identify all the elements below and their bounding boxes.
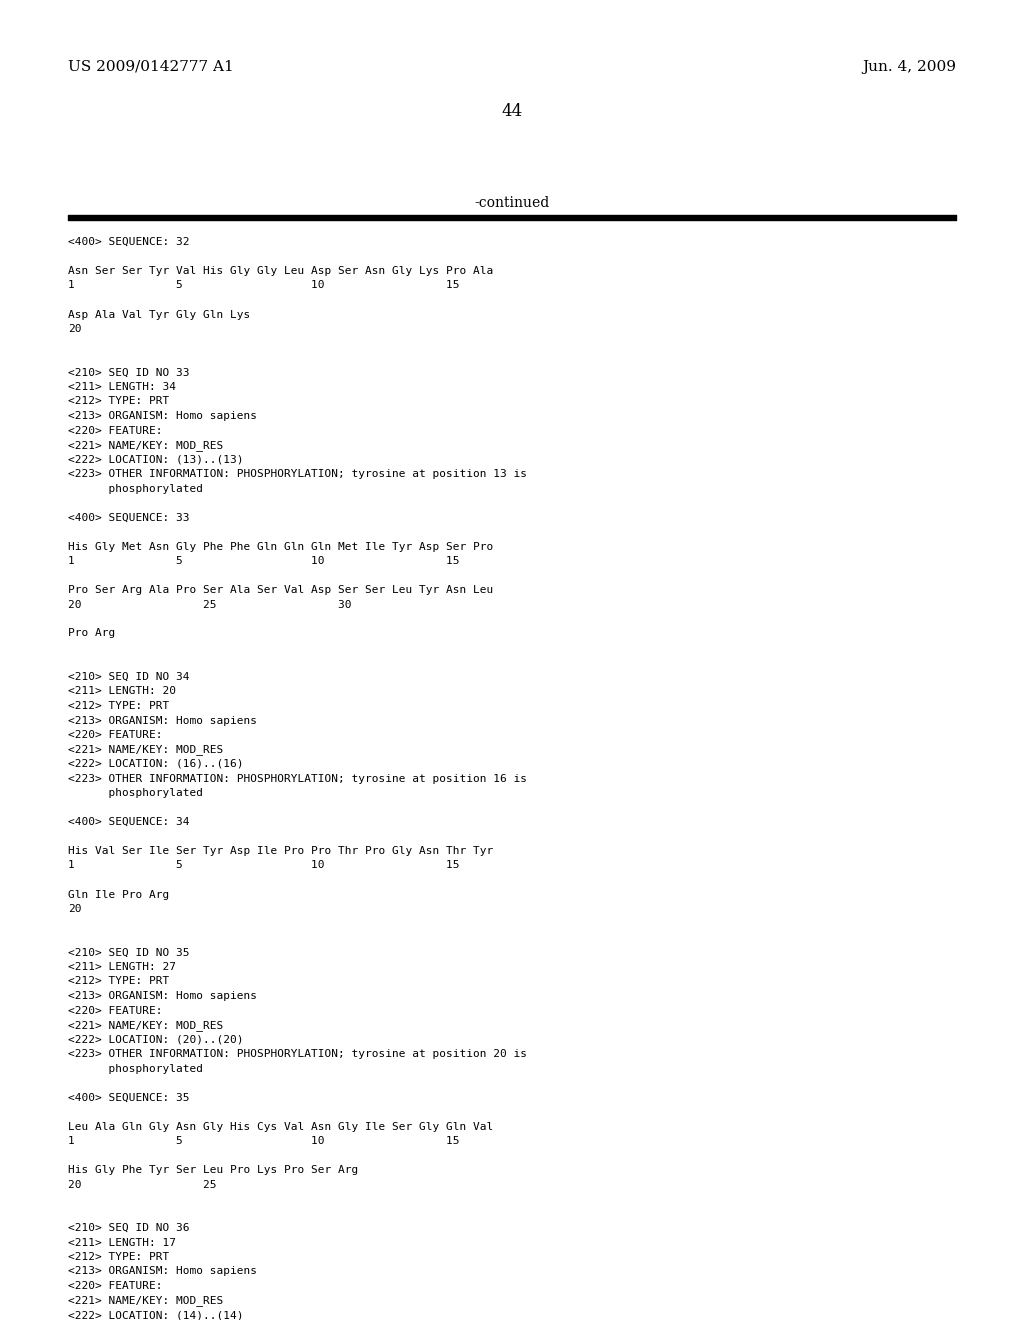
Text: <212> TYPE: PRT: <212> TYPE: PRT [68,1251,169,1262]
Text: phosphorylated: phosphorylated [68,788,203,799]
Text: <221> NAME/KEY: MOD_RES: <221> NAME/KEY: MOD_RES [68,744,223,755]
Text: 20: 20 [68,323,82,334]
Text: <211> LENGTH: 27: <211> LENGTH: 27 [68,962,176,972]
Text: <222> LOCATION: (13)..(13): <222> LOCATION: (13)..(13) [68,454,244,465]
Text: <212> TYPE: PRT: <212> TYPE: PRT [68,977,169,986]
Text: 1               5                   10                  15: 1 5 10 15 [68,281,460,290]
Text: <212> TYPE: PRT: <212> TYPE: PRT [68,396,169,407]
Text: <400> SEQUENCE: 34: <400> SEQUENCE: 34 [68,817,189,828]
Text: <222> LOCATION: (20)..(20): <222> LOCATION: (20)..(20) [68,1035,244,1044]
Text: 1               5                   10                  15: 1 5 10 15 [68,861,460,870]
Text: <220> FEATURE:: <220> FEATURE: [68,730,163,741]
Text: <221> NAME/KEY: MOD_RES: <221> NAME/KEY: MOD_RES [68,440,223,451]
Text: phosphorylated: phosphorylated [68,483,203,494]
Text: <223> OTHER INFORMATION: PHOSPHORYLATION; tyrosine at position 13 is: <223> OTHER INFORMATION: PHOSPHORYLATION… [68,469,527,479]
Text: <400> SEQUENCE: 35: <400> SEQUENCE: 35 [68,1093,189,1102]
Text: <210> SEQ ID NO 34: <210> SEQ ID NO 34 [68,672,189,682]
Text: 20: 20 [68,904,82,913]
Text: 44: 44 [502,103,522,120]
Text: 20                  25: 20 25 [68,1180,216,1189]
Text: <400> SEQUENCE: 32: <400> SEQUENCE: 32 [68,238,189,247]
Text: <211> LENGTH: 34: <211> LENGTH: 34 [68,381,176,392]
Text: <213> ORGANISM: Homo sapiens: <213> ORGANISM: Homo sapiens [68,411,257,421]
Text: <213> ORGANISM: Homo sapiens: <213> ORGANISM: Homo sapiens [68,715,257,726]
Text: <213> ORGANISM: Homo sapiens: <213> ORGANISM: Homo sapiens [68,991,257,1001]
Text: -continued: -continued [474,195,550,210]
Text: Asp Ala Val Tyr Gly Gln Lys: Asp Ala Val Tyr Gly Gln Lys [68,309,250,319]
Text: Asn Ser Ser Tyr Val His Gly Gly Leu Asp Ser Asn Gly Lys Pro Ala: Asn Ser Ser Tyr Val His Gly Gly Leu Asp … [68,267,494,276]
Text: His Gly Phe Tyr Ser Leu Pro Lys Pro Ser Arg: His Gly Phe Tyr Ser Leu Pro Lys Pro Ser … [68,1166,358,1175]
Text: <222> LOCATION: (14)..(14): <222> LOCATION: (14)..(14) [68,1309,244,1320]
Text: <213> ORGANISM: Homo sapiens: <213> ORGANISM: Homo sapiens [68,1266,257,1276]
Text: <220> FEATURE:: <220> FEATURE: [68,425,163,436]
Text: <221> NAME/KEY: MOD_RES: <221> NAME/KEY: MOD_RES [68,1020,223,1031]
Text: 1               5                   10                  15: 1 5 10 15 [68,556,460,566]
Text: <210> SEQ ID NO 33: <210> SEQ ID NO 33 [68,367,189,378]
Text: <223> OTHER INFORMATION: PHOSPHORYLATION; tyrosine at position 16 is: <223> OTHER INFORMATION: PHOSPHORYLATION… [68,774,527,784]
Text: phosphorylated: phosphorylated [68,1064,203,1073]
Text: <220> FEATURE:: <220> FEATURE: [68,1280,163,1291]
Text: Jun. 4, 2009: Jun. 4, 2009 [862,59,956,74]
Text: <220> FEATURE:: <220> FEATURE: [68,1006,163,1015]
Text: <400> SEQUENCE: 33: <400> SEQUENCE: 33 [68,512,189,523]
Text: Pro Ser Arg Ala Pro Ser Ala Ser Val Asp Ser Ser Leu Tyr Asn Leu: Pro Ser Arg Ala Pro Ser Ala Ser Val Asp … [68,585,494,595]
Text: His Gly Met Asn Gly Phe Phe Gln Gln Gln Met Ile Tyr Asp Ser Pro: His Gly Met Asn Gly Phe Phe Gln Gln Gln … [68,541,494,552]
Text: <222> LOCATION: (16)..(16): <222> LOCATION: (16)..(16) [68,759,244,770]
Text: <223> OTHER INFORMATION: PHOSPHORYLATION; tyrosine at position 20 is: <223> OTHER INFORMATION: PHOSPHORYLATION… [68,1049,527,1059]
Text: Pro Arg: Pro Arg [68,628,116,639]
Text: His Val Ser Ile Ser Tyr Asp Ile Pro Pro Thr Pro Gly Asn Thr Tyr: His Val Ser Ile Ser Tyr Asp Ile Pro Pro … [68,846,494,855]
Text: <210> SEQ ID NO 35: <210> SEQ ID NO 35 [68,948,189,957]
Text: Gln Ile Pro Arg: Gln Ile Pro Arg [68,890,169,899]
Text: <210> SEQ ID NO 36: <210> SEQ ID NO 36 [68,1224,189,1233]
Text: 20                  25                  30: 20 25 30 [68,599,351,610]
Text: Leu Ala Gln Gly Asn Gly His Cys Val Asn Gly Ile Ser Gly Gln Val: Leu Ala Gln Gly Asn Gly His Cys Val Asn … [68,1122,494,1131]
Text: <212> TYPE: PRT: <212> TYPE: PRT [68,701,169,711]
Text: US 2009/0142777 A1: US 2009/0142777 A1 [68,59,233,74]
Text: <221> NAME/KEY: MOD_RES: <221> NAME/KEY: MOD_RES [68,1295,223,1307]
Text: <211> LENGTH: 17: <211> LENGTH: 17 [68,1238,176,1247]
Text: <211> LENGTH: 20: <211> LENGTH: 20 [68,686,176,697]
Text: 1               5                   10                  15: 1 5 10 15 [68,1137,460,1146]
